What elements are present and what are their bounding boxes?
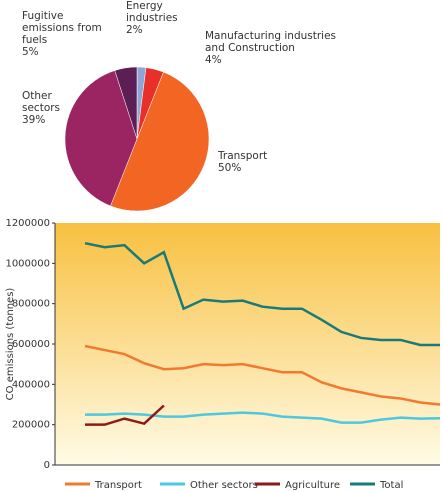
y-tick-label: 1200000	[5, 218, 50, 229]
slice-value: 50%	[218, 162, 242, 174]
slice-label: Fugitive emissions from fuels 5%	[22, 10, 112, 58]
slice-name: Transport	[218, 150, 268, 162]
y-tick-label: 400000	[12, 379, 50, 390]
pie-slice	[114, 66, 138, 140]
series-line	[84, 241, 440, 347]
slice-name: Manufacturing industries and Constructio…	[205, 30, 337, 54]
plot-background	[55, 223, 440, 465]
y-tick-label: 0	[44, 460, 50, 471]
slice-label: Manufacturing industries and Constructio…	[205, 30, 345, 66]
legend-label: Other sectors	[190, 480, 258, 491]
slice-value: 4%	[205, 54, 222, 66]
slice-label: Other sectors 39%	[22, 90, 82, 126]
pie-slice	[64, 70, 138, 207]
slice-value: 39%	[22, 114, 46, 126]
slice-value: 2%	[126, 24, 143, 36]
series-line	[85, 411, 441, 424]
pie-slice	[110, 71, 210, 212]
legend-label: Total	[379, 480, 403, 491]
y-axis-label: CO emissions (tonnes)	[5, 288, 16, 401]
legend-label: Agriculture	[285, 480, 340, 491]
y-tick-label: 1000000	[5, 258, 50, 269]
slice-label: Energy industries 2%	[126, 0, 216, 36]
legend-label: Transport	[94, 480, 142, 491]
series-line	[84, 344, 441, 406]
series-line	[85, 404, 165, 426]
y-tick-label: 200000	[12, 420, 50, 431]
slice-name: Energy industries	[126, 0, 178, 24]
slice-name: Other sectors	[22, 90, 61, 114]
slice-label: Transport 50%	[218, 150, 298, 174]
y-tick-label: 800000	[12, 299, 50, 310]
slice-name: Fugitive emissions from fuels	[22, 10, 102, 46]
slice-value: 5%	[22, 46, 39, 58]
y-tick-label: 600000	[12, 339, 50, 350]
